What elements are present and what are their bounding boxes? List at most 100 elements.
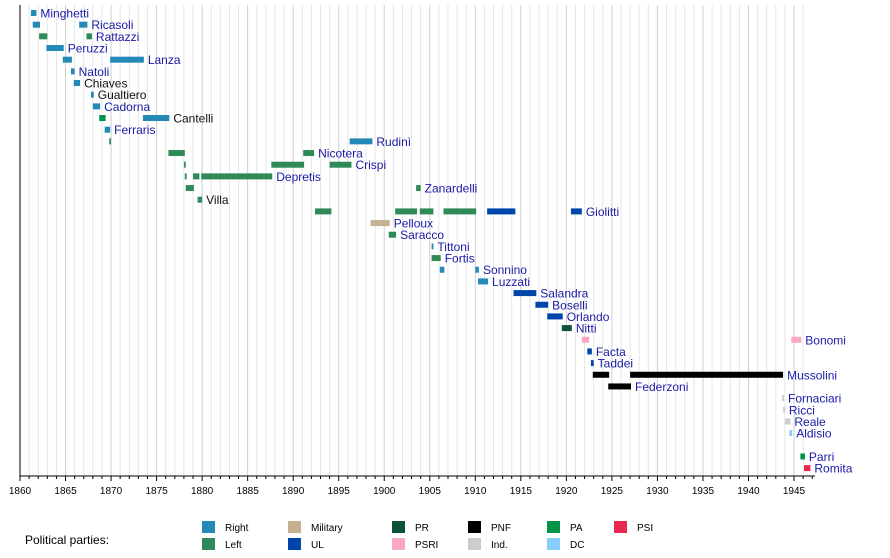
legend-swatch-psi xyxy=(614,521,627,533)
minister-label[interactable]: Nicotera xyxy=(318,147,363,161)
term-bar-pnf xyxy=(630,371,784,378)
term-bar-left xyxy=(197,196,203,203)
term-bar-ul xyxy=(513,290,537,297)
term-bar-ul xyxy=(487,208,516,215)
minister-label[interactable]: Crispi xyxy=(355,158,386,172)
x-tick-label: 1945 xyxy=(783,486,806,497)
minister-label[interactable]: Natoli xyxy=(79,65,110,79)
term-bar-left xyxy=(416,185,421,192)
minister-label[interactable]: Fortis xyxy=(445,252,475,266)
x-tick-label: 1865 xyxy=(54,486,77,497)
minister-label[interactable]: Ricci xyxy=(789,403,815,417)
legend-label: PNF xyxy=(491,523,511,534)
x-tick-label: 1875 xyxy=(145,486,168,497)
minister-label[interactable]: Fornaciari xyxy=(788,392,841,406)
legend-label: UL xyxy=(311,540,324,551)
minister-label: Gualtiero xyxy=(98,88,147,102)
x-tick-label: 1910 xyxy=(464,486,487,497)
minister-label[interactable]: Rudinì xyxy=(376,135,411,149)
minister-label[interactable]: Ricasoli xyxy=(91,18,133,32)
term-bar-right xyxy=(104,126,111,133)
term-bar-left xyxy=(315,208,332,215)
minister-label: Cantelli xyxy=(173,112,213,126)
legend-label: Ind. xyxy=(491,540,508,551)
minister-label[interactable]: Rattazzi xyxy=(96,30,139,44)
legend-swatch-ul xyxy=(288,538,301,550)
legend-swatch-ind xyxy=(468,538,481,550)
legend-label: PA xyxy=(570,523,583,534)
term-bar-left xyxy=(185,185,194,192)
x-tick-label: 1885 xyxy=(237,486,260,497)
term-bar-pnf xyxy=(592,371,610,378)
x-tick-label: 1940 xyxy=(737,486,760,497)
term-bar-pr xyxy=(561,325,572,332)
term-bar-dc xyxy=(789,430,793,437)
term-bar-ind xyxy=(783,406,785,413)
legend-swatch-pr xyxy=(392,521,405,533)
term-bar-left xyxy=(86,33,92,40)
legend-swatch-psri xyxy=(392,538,405,550)
minister-label[interactable]: Romita xyxy=(814,462,852,476)
minister-label[interactable]: Zanardelli xyxy=(425,182,478,196)
minister-label[interactable]: Minghetti xyxy=(40,7,89,21)
minister-label[interactable]: Saracco xyxy=(400,228,444,242)
minister-label[interactable]: Pelloux xyxy=(394,217,433,231)
term-bar-left xyxy=(201,173,273,180)
term-bar-left xyxy=(388,231,397,238)
minister-label[interactable]: Facta xyxy=(596,345,626,359)
minister-label[interactable]: Lanza xyxy=(148,53,181,67)
term-bar-right xyxy=(475,266,479,273)
legend-label: Left xyxy=(225,540,242,551)
x-tick-label: 1915 xyxy=(510,486,533,497)
x-tick-label: 1925 xyxy=(601,486,624,497)
term-bar-left xyxy=(431,255,441,262)
term-bar-pa xyxy=(99,115,106,122)
minister-label[interactable]: Ferraris xyxy=(114,123,155,137)
minister-label[interactable]: Nitti xyxy=(576,322,597,336)
x-tick-label: 1890 xyxy=(282,486,305,497)
term-bar-right xyxy=(62,56,72,63)
term-bar-ul xyxy=(590,360,594,367)
minister-label[interactable]: Luzzati xyxy=(492,275,530,289)
term-bar-ind xyxy=(784,418,791,425)
minister-label: Villa xyxy=(206,193,229,207)
minister-label[interactable]: Peruzzi xyxy=(68,42,108,56)
term-bar-military xyxy=(370,220,390,227)
minister-label[interactable]: Orlando xyxy=(567,310,610,324)
minister-label: Chiaves xyxy=(84,77,127,91)
legend-swatch-dc xyxy=(547,538,560,550)
term-bar-right xyxy=(79,21,88,28)
minister-label[interactable]: Tittoni xyxy=(437,240,469,254)
term-bar-right xyxy=(349,138,373,145)
minister-label[interactable]: Bonomi xyxy=(805,333,846,347)
minister-label[interactable]: Parri xyxy=(809,450,834,464)
term-bar-right xyxy=(92,103,101,110)
x-tick-label: 1880 xyxy=(191,486,214,497)
term-bar-left xyxy=(109,138,112,145)
minister-label[interactable]: Mussolini xyxy=(787,368,837,382)
minister-label[interactable]: Salandra xyxy=(540,287,588,301)
term-bar-right xyxy=(70,68,75,75)
minister-label[interactable]: Aldisio xyxy=(796,427,832,441)
term-bar-psri xyxy=(791,336,802,343)
term-bar-left xyxy=(419,208,434,215)
term-bar-left xyxy=(329,161,352,168)
x-tick-label: 1860 xyxy=(9,486,32,497)
term-bar-psri xyxy=(581,336,590,343)
minister-label[interactable]: Cadorna xyxy=(104,100,150,114)
term-bar-pa xyxy=(800,453,805,460)
minister-label[interactable]: Depretis xyxy=(276,170,321,184)
legend-swatch-right xyxy=(202,521,215,533)
minister-label[interactable]: Reale xyxy=(794,415,826,429)
minister-label[interactable]: Boselli xyxy=(552,298,587,312)
term-bar-right xyxy=(478,278,489,285)
minister-label[interactable]: Giolitti xyxy=(586,205,619,219)
minister-label[interactable]: Federzoni xyxy=(635,380,688,394)
x-tick-label: 1905 xyxy=(419,486,442,497)
term-bar-left xyxy=(443,208,477,215)
term-bar-left xyxy=(193,173,200,180)
minister-label[interactable]: Taddei xyxy=(598,357,633,371)
minister-label[interactable]: Sonnino xyxy=(483,263,527,277)
